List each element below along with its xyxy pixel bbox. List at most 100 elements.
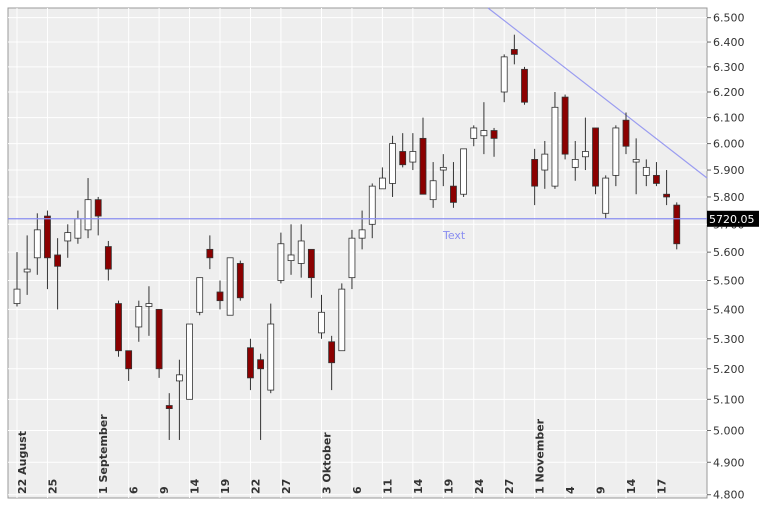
candle-body	[44, 215, 51, 259]
candle-body	[389, 143, 396, 184]
x-tick-label: 17	[655, 479, 668, 494]
x-tick-label: 24	[473, 478, 486, 494]
x-tick-label: 11	[381, 479, 394, 494]
y-tick-label: 5.100	[713, 393, 745, 406]
x-tick-label: 27	[503, 479, 516, 494]
y-tick-label: 5.800	[713, 191, 745, 204]
candle-body	[287, 254, 295, 262]
x-tick-label: 9	[595, 486, 608, 494]
y-tick-label: 5.400	[713, 303, 745, 316]
candle-body	[399, 151, 407, 166]
candle-body	[500, 56, 508, 93]
candle-body	[470, 127, 478, 139]
candle-body	[409, 151, 417, 163]
y-tick-label: 6.100	[713, 112, 745, 125]
candle-body	[115, 303, 122, 352]
y-tick-label: 5.200	[713, 363, 745, 376]
candle-body	[64, 232, 72, 242]
candle-body	[297, 240, 305, 264]
candle-body	[277, 243, 285, 281]
candle-body	[439, 166, 447, 171]
candle-body	[13, 288, 21, 304]
x-tick-label: 19	[442, 479, 455, 494]
y-tick-label: 5.600	[713, 246, 745, 259]
candle-body	[368, 185, 376, 225]
candle-body	[429, 180, 437, 201]
trend-line	[487, 7, 708, 179]
plot-area	[7, 7, 708, 499]
y-tick-label: 6.200	[713, 86, 745, 99]
candle-body	[226, 257, 234, 316]
candle-body	[307, 248, 315, 279]
y-tick-label: 6.300	[713, 61, 745, 74]
candle-body	[94, 199, 102, 217]
x-tick-label: 27	[280, 479, 293, 494]
annotation: Text	[442, 229, 466, 242]
candle-body	[551, 106, 559, 187]
x-tick-label: 14	[189, 478, 202, 494]
grid	[8, 8, 707, 498]
candle-body	[450, 185, 457, 203]
y-tick-label: 4.900	[713, 456, 745, 469]
candle-body	[419, 137, 427, 195]
candle-body	[145, 303, 153, 307]
candle-body	[582, 151, 589, 158]
x-tick-label: 14	[412, 478, 425, 494]
candle-body	[602, 177, 610, 214]
y-tick-label: 6.500	[713, 12, 745, 25]
x-tick-label: 1 November	[534, 418, 547, 494]
candle-body	[460, 148, 468, 195]
candle-body	[328, 341, 336, 364]
candle-body	[521, 68, 528, 103]
candle-body	[23, 268, 31, 273]
candle-body	[510, 49, 518, 55]
candle-body	[175, 374, 183, 382]
y-tick-label: 6.000	[713, 138, 745, 151]
candle-body	[216, 291, 224, 302]
x-tick-label: 14	[625, 478, 638, 494]
candle-body	[561, 96, 569, 155]
candle-body	[612, 127, 620, 176]
candle-body	[186, 323, 193, 400]
candle-body	[165, 405, 173, 410]
candle-body	[531, 159, 539, 187]
candle-body	[480, 130, 488, 137]
x-tick-label: 1 September	[97, 414, 110, 494]
candle-body	[592, 127, 599, 187]
x-tick-label: 6	[351, 486, 364, 494]
x-tick-label: 6	[128, 486, 141, 494]
candle-body	[318, 311, 325, 334]
candle-body	[267, 323, 275, 391]
candle-body	[135, 306, 143, 328]
candle-body	[622, 119, 630, 147]
candle-body	[653, 174, 660, 184]
candle-body	[196, 277, 204, 313]
candle-body	[155, 308, 163, 370]
candle-body	[257, 359, 265, 370]
x-tick-label: 25	[46, 479, 59, 494]
x-tick-label: 22	[249, 479, 262, 494]
x-tick-label: 9	[158, 486, 171, 494]
candles	[13, 34, 681, 440]
candle-body	[33, 229, 41, 259]
candle-body	[84, 199, 92, 231]
candle-body	[358, 229, 366, 239]
candle-body	[206, 248, 214, 259]
y-tick-label: 6.400	[713, 36, 745, 49]
candle-body	[632, 159, 640, 163]
candle-body	[378, 177, 386, 190]
candle-body	[54, 254, 61, 267]
x-tick-label: 3 Oktober	[321, 432, 334, 494]
y-tick-label: 4.800	[713, 489, 745, 502]
x-tick-label: 4	[564, 486, 577, 494]
y-tick-label: 5.500	[713, 275, 745, 288]
candle-body	[642, 166, 650, 176]
y-tick-label: 5.900	[713, 164, 745, 177]
candle-body	[236, 263, 244, 299]
price-label: 5720.05	[709, 213, 755, 226]
candle-body	[348, 237, 356, 279]
candle-body	[104, 246, 112, 270]
price-label-box	[707, 210, 759, 227]
x-tick-label: 22 August	[16, 431, 29, 494]
